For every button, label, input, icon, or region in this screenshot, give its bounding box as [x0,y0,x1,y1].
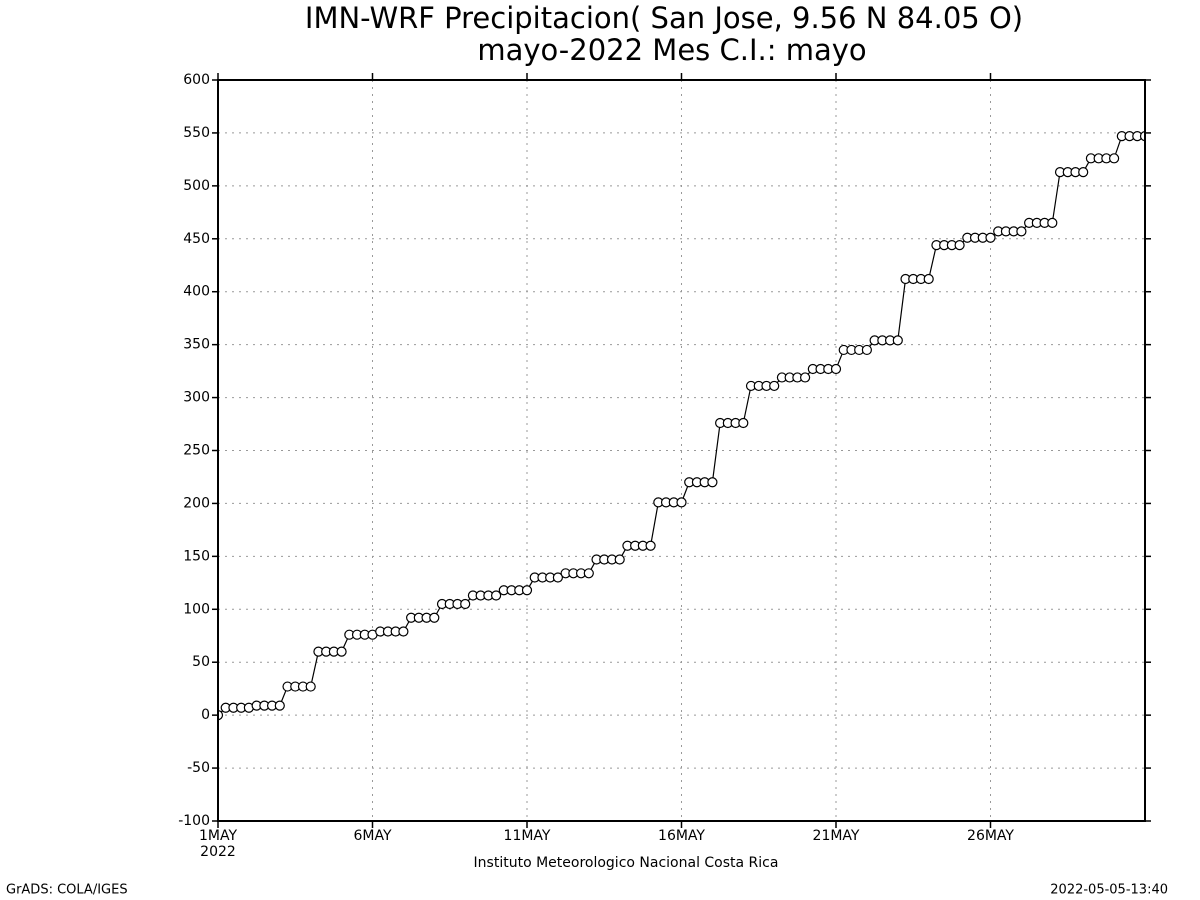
y-tick-label: 500 [183,178,210,194]
y-tick-label: 50 [192,654,210,670]
data-point [429,612,440,623]
y-tick-label: -100 [178,813,210,829]
data-point [336,646,347,657]
x-tick-label: 21MAY [813,828,860,844]
x-axis-label: Instituto Meteorologico Nacional Costa R… [474,855,779,871]
data-point [521,585,533,596]
y-tick-label: 350 [183,337,210,353]
y-tick-label: 450 [183,231,210,247]
series-line [218,135,1145,716]
data-point [738,417,749,429]
grid [218,80,1145,821]
y-tick-label: 300 [183,390,210,406]
data-point [892,335,903,346]
data-point [830,363,842,375]
x-tick-label: 6MAY [353,828,391,844]
data-point [305,681,316,692]
data-point [799,372,811,383]
data-point [769,380,780,392]
y-tick-label: 600 [183,72,210,88]
data-point [583,568,594,579]
data-point [274,700,285,711]
data-point [460,598,471,610]
y-tick-label: 400 [183,284,210,300]
y-tick-label: 150 [183,548,210,564]
y-tick-label: -50 [187,760,210,776]
x-sublabel: 2022 [200,844,236,860]
data-point [923,273,934,285]
y-tick-label: 250 [183,443,210,459]
data-point [398,626,409,637]
data-point [707,477,718,488]
x-tick-label: 11MAY [504,828,551,844]
data-point [954,240,965,251]
y-tick-label: 100 [183,601,210,617]
plot-area [218,131,1145,721]
data-point [218,710,224,721]
x-tick-label: 16MAY [658,828,705,844]
data-point [614,554,625,565]
data-point [552,572,564,583]
data-point [1139,131,1145,142]
data-point [1078,166,1089,178]
y-tick-label: 550 [183,125,210,141]
chart-subtitle: mayo-2022 Mes C.I.: mayo [477,33,866,67]
data-point [1016,226,1027,237]
data-point [985,232,996,243]
footer-left: GrADS: COLA/IGES [6,883,128,898]
data-point [1108,153,1120,164]
x-tick-label: 1MAY [199,828,237,844]
data-point [861,344,873,356]
chart-title: IMN-WRF Precipitacion( San Jose, 9.56 N … [305,1,1023,35]
data-point [645,540,656,551]
y-tick-label: 200 [183,495,210,511]
data-point [1047,217,1058,229]
data-point [491,590,502,601]
footer-right: 2022-05-05-13:40 [1050,883,1168,898]
x-tick-label: 26MAY [967,828,1014,844]
y-tick-label: 0 [201,707,210,723]
data-point [676,497,687,508]
